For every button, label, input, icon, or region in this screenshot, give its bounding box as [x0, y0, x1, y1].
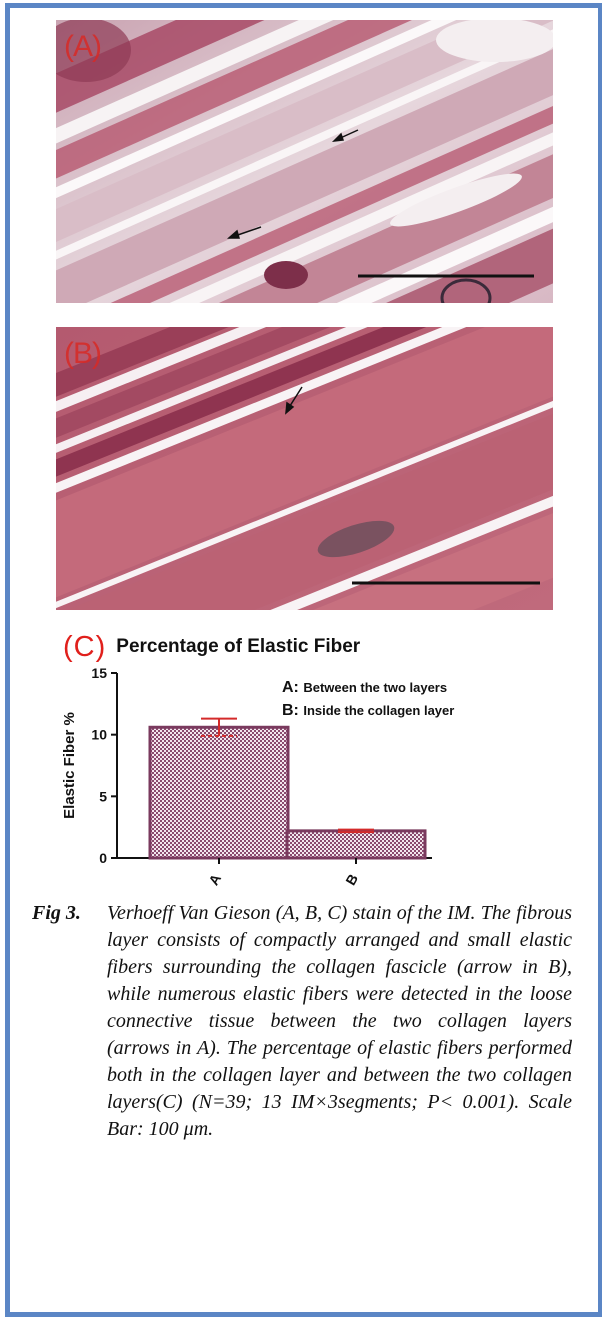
y-tick-label: 15 [91, 665, 107, 681]
x-tick-label: A [205, 871, 224, 888]
legend-entry: B: Inside the collagen layer [282, 702, 454, 719]
panel-a-label: (A) [64, 30, 102, 63]
micrograph-panel-b: (B) [56, 327, 553, 610]
figure-border [5, 3, 602, 1317]
caption-text: Verhoeff Van Gieson (A, B, C) stain of t… [107, 902, 572, 1140]
caption-label: Fig 3. [32, 902, 81, 924]
legend-entry: A: Between the two layers [282, 679, 447, 696]
figure-caption: Fig 3. Verhoeff Van Gieson (A, B, C) sta… [32, 900, 572, 1143]
chart-title: Percentage of Elastic Fiber [116, 636, 361, 657]
bar-A [148, 725, 290, 860]
y-axis-label: Elastic Fiber % [61, 712, 78, 819]
micrograph-b-image [56, 327, 553, 610]
x-tick-label: B [342, 871, 361, 888]
y-tick-label: 5 [99, 788, 107, 804]
panel-b-label: (B) [64, 337, 102, 370]
panel-c-label: (C) [63, 630, 107, 663]
elastic-fiber-bar-chart: 0 5 10 15 Elastic Fiber % A B A: Between the tw… [61, 665, 454, 888]
chart-title-row: (C) Percentage of Elastic Fiber [63, 630, 360, 664]
y-tick-label: 0 [99, 850, 107, 866]
micrograph-a-image [56, 20, 553, 303]
bar-B [285, 829, 427, 860]
y-tick-label: 10 [91, 727, 107, 743]
micrograph-panel-a: (A) [56, 20, 553, 303]
